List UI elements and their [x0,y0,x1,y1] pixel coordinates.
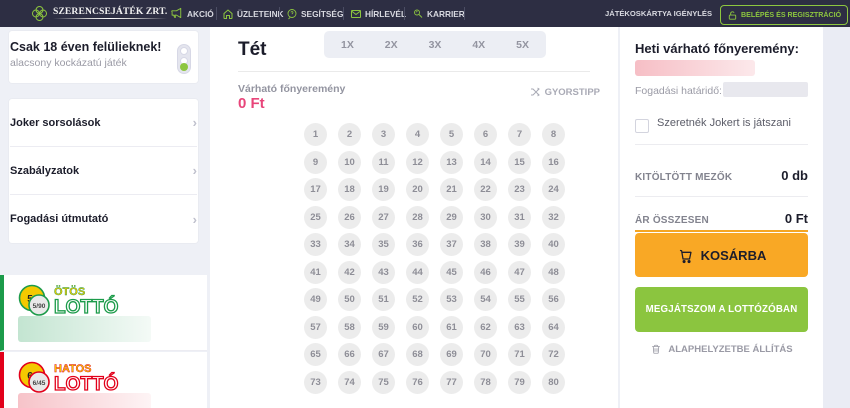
svg-text:LOTTÓ: LOTTÓ [54,373,118,394]
svg-text:6/45: 6/45 [33,380,46,387]
svg-text:5/90: 5/90 [33,303,46,310]
svg-text:LOTTÓ: LOTTÓ [54,296,118,317]
